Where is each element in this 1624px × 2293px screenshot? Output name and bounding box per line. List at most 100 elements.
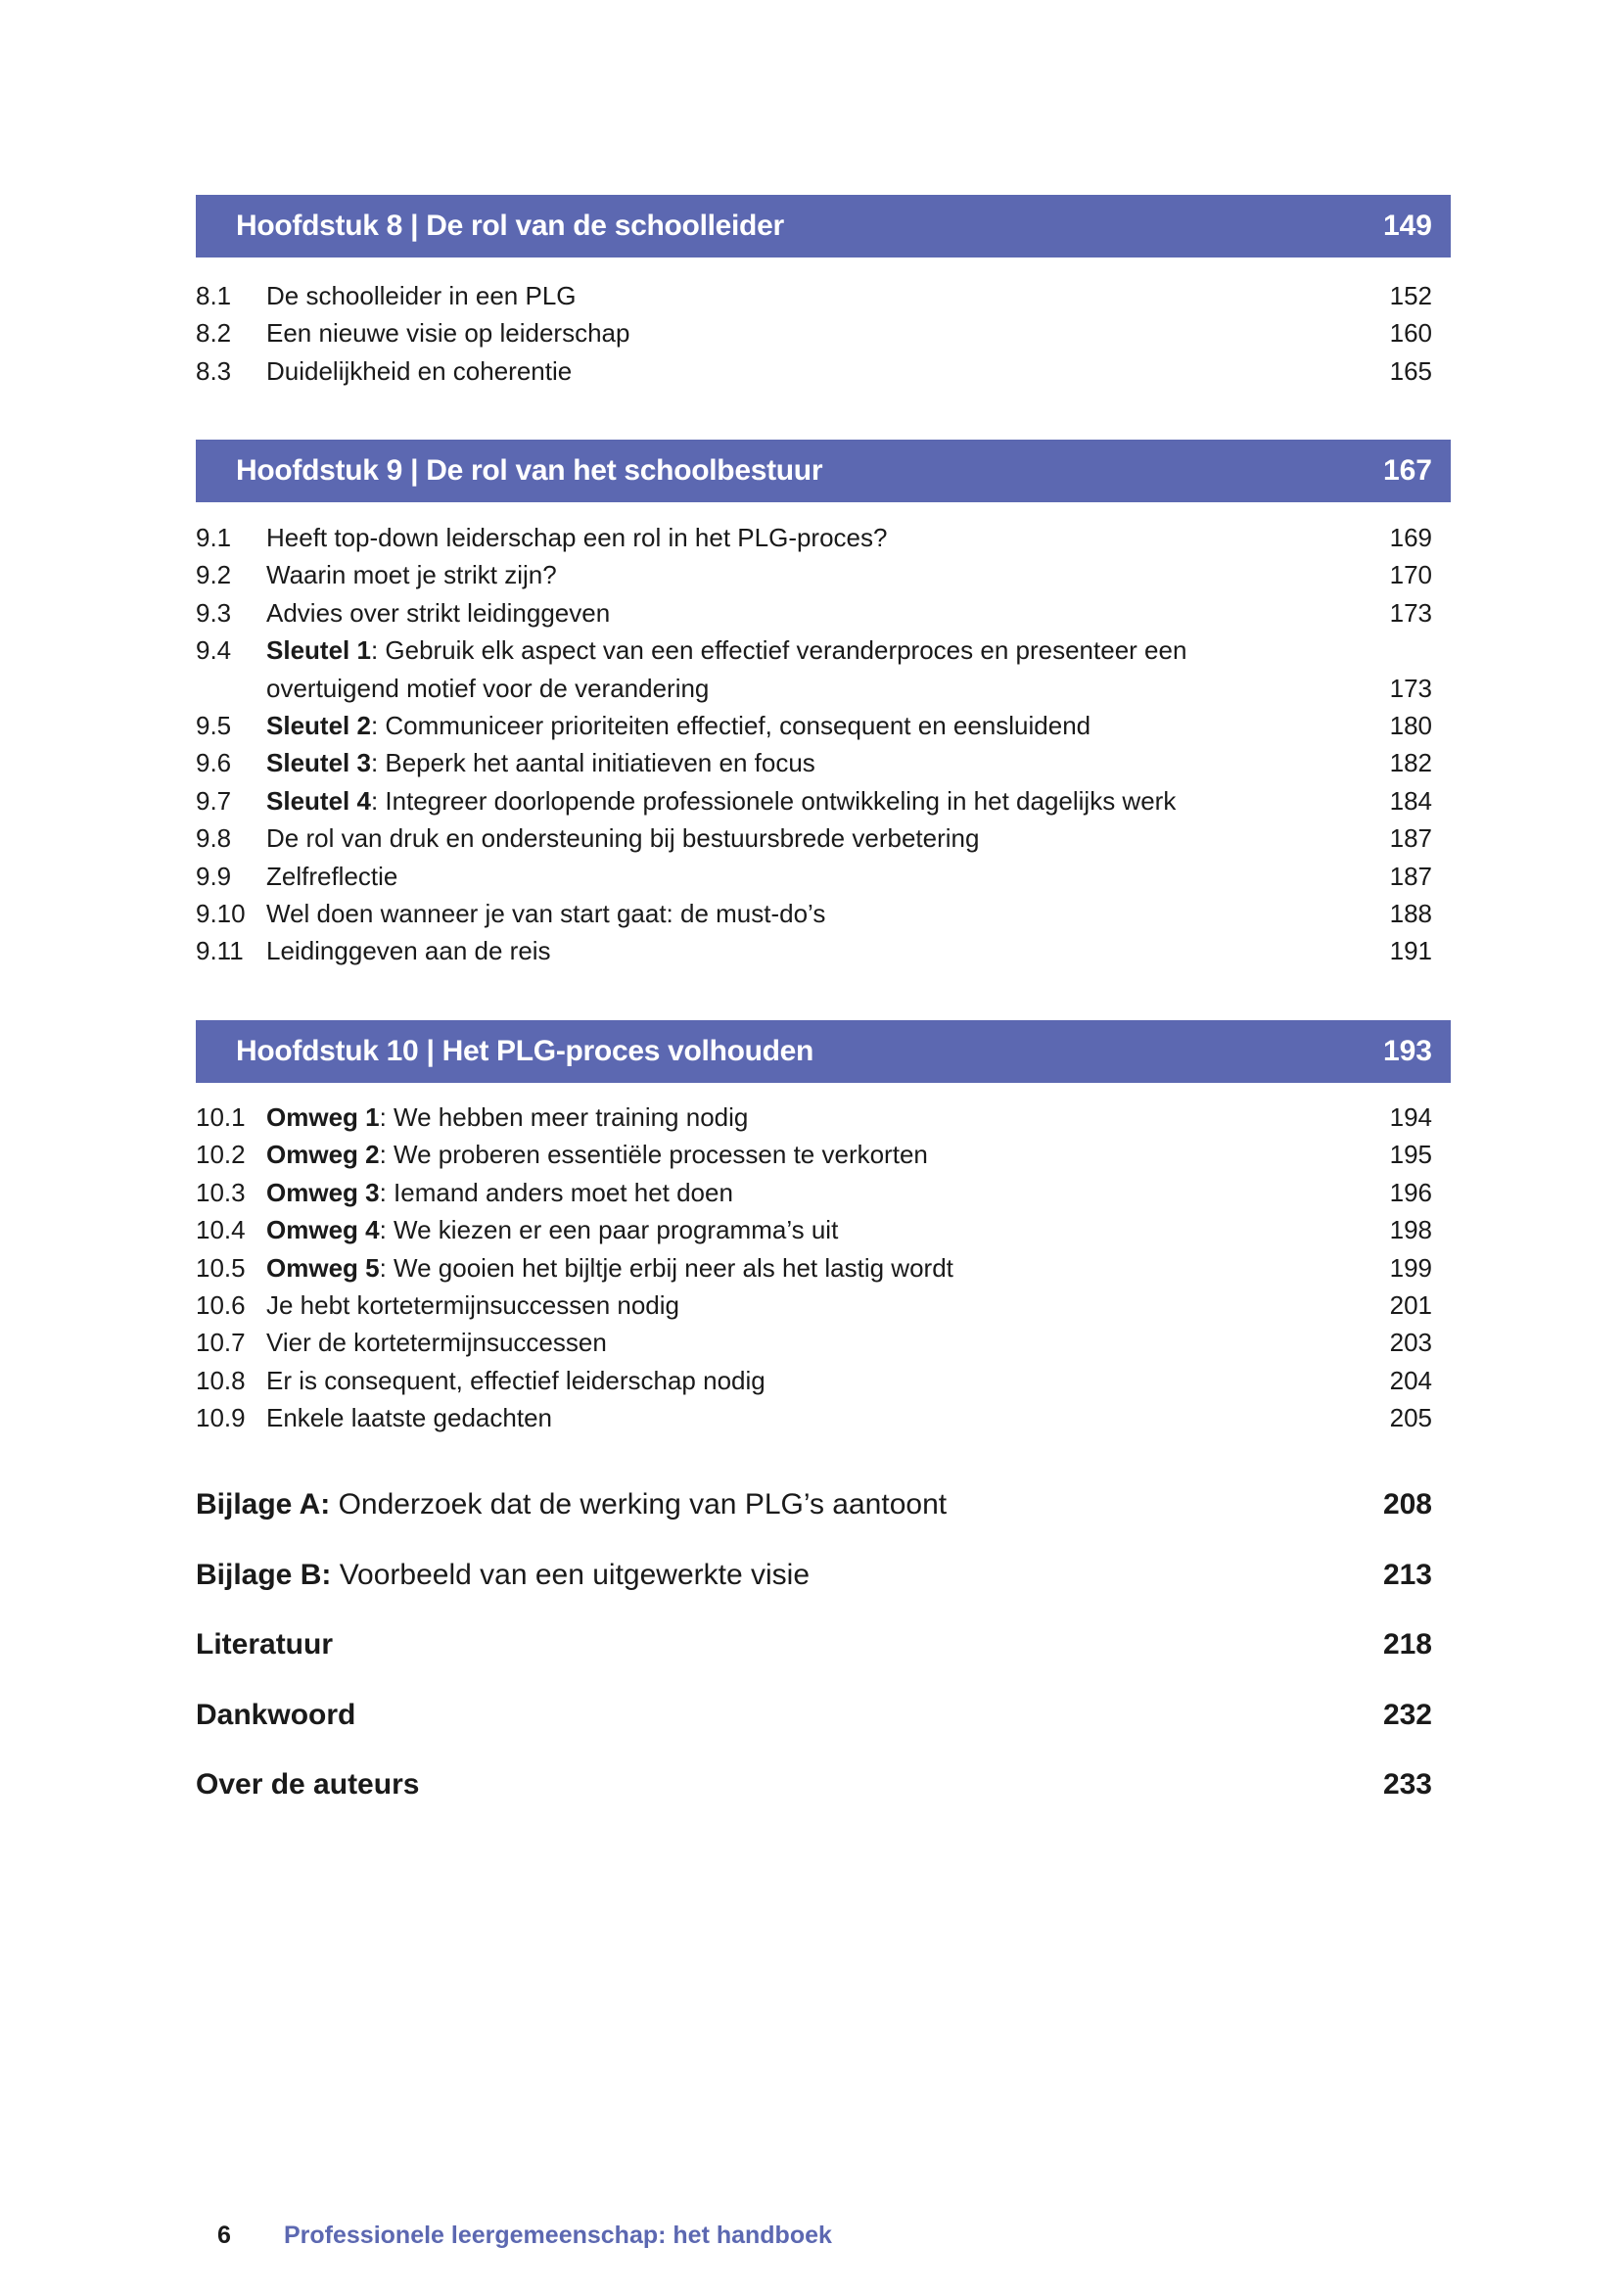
entry-text: Omweg 1: We hebben meer training nodig bbox=[266, 1099, 748, 1136]
entry-title: Er is consequent, effectief leiderschap … bbox=[266, 1365, 766, 1395]
entry-number: 9.2 bbox=[196, 560, 232, 590]
toc-entry: 10.5 Omweg 5: We gooien het bijltje erbij… bbox=[196, 1249, 1432, 1287]
appendix-page: 232 bbox=[1382, 1698, 1432, 1731]
entry-title: : Beperk het aantal initiatieven en focu… bbox=[370, 748, 815, 778]
toc-entry: 8.2 Een nieuwe visie op leiderschap 160 bbox=[196, 314, 1432, 351]
entry-title: Waarin moet je strikt zijn? bbox=[266, 560, 557, 590]
chapter-entries: 10.1 Omweg 1: We hebben meer training nod… bbox=[196, 1099, 1432, 1437]
appendix-label: Dankwoord bbox=[196, 1698, 356, 1731]
entry-title: Advies over strikt leidinggeven bbox=[266, 597, 611, 628]
toc-entry: 10.2 Omweg 2: We proberen essentiële proc… bbox=[196, 1136, 1432, 1173]
toc-entry: 10.1 Omweg 1: We hebben meer training nod… bbox=[196, 1099, 1432, 1136]
entry-number: 8.3 bbox=[196, 355, 232, 386]
entry-page: 187 bbox=[1389, 823, 1432, 854]
entry-page: 205 bbox=[1389, 1403, 1432, 1433]
entry-text: De schoolleider in een PLG bbox=[266, 277, 577, 314]
entry-number: 8.1 bbox=[196, 281, 232, 310]
footer-page-number: 6 bbox=[217, 2222, 231, 2249]
entry-title: Vier de kortetermijnsuccessen bbox=[266, 1328, 607, 1358]
appendix-page: 208 bbox=[1382, 1488, 1432, 1521]
toc-entry: 10.3 Omweg 3: Iemand anders moet het doen… bbox=[196, 1174, 1432, 1211]
entry-page: 170 bbox=[1389, 560, 1432, 590]
entry-text: De rol van druk en ondersteuning bij bes… bbox=[266, 819, 979, 857]
entry-keyword: Omweg 1 bbox=[266, 1102, 380, 1132]
entry-number: 10.8 bbox=[196, 1365, 246, 1395]
entry-page: 204 bbox=[1389, 1365, 1432, 1395]
entry-text: Heeft top-down leiderschap een rol in he… bbox=[266, 519, 887, 556]
toc-entry: 8.1 De schoolleider in een PLG 152 bbox=[196, 277, 1432, 314]
entry-page: 165 bbox=[1389, 355, 1432, 386]
entry-title: De rol van druk en ondersteuning bij bes… bbox=[266, 823, 980, 854]
chapter-page: 167 bbox=[1382, 454, 1432, 487]
entry-text: Omweg 2: We proberen essentiële processe… bbox=[266, 1136, 928, 1173]
entry-text: Duidelijkheid en coherentie bbox=[266, 352, 572, 390]
entry-title: De schoolleider in een PLG bbox=[266, 281, 577, 310]
toc-entry: 10.4 Omweg 4: We kiezen er een paar progr… bbox=[196, 1211, 1432, 1248]
entry-number: 9.11 bbox=[196, 936, 244, 966]
entry-number: 10.5 bbox=[196, 1252, 246, 1283]
appendix-page: 233 bbox=[1382, 1768, 1432, 1801]
appendix-label: Bijlage B: bbox=[196, 1558, 332, 1591]
chapter-title: Hoofdstuk 10 | Het PLG-proces volhouden bbox=[236, 1035, 814, 1067]
entry-keyword: Omweg 5 bbox=[266, 1252, 380, 1283]
toc-entry: 9.10 Wel doen wanneer je van start gaat: … bbox=[196, 895, 1432, 932]
entry-title: : We proberen essentiële processen te ve… bbox=[379, 1140, 928, 1170]
toc-entry: 10.9 Enkele laatste gedachten 205 bbox=[196, 1399, 1432, 1436]
appendix-label: Bijlage A: bbox=[196, 1488, 331, 1521]
chapter-title: Hoofdstuk 9 | De rol van het schoolbestu… bbox=[236, 454, 823, 487]
appendix-entry: Bijlage A: Onderzoek dat de werking van … bbox=[196, 1485, 1432, 1524]
entry-text: Sleutel 3: Beperk het aantal initiatieve… bbox=[266, 744, 815, 781]
entry-keyword: Omweg 3 bbox=[266, 1177, 380, 1207]
chapter-entries: 9.1 Heeft top-down leiderschap een rol in… bbox=[196, 519, 1432, 970]
entry-keyword: Sleutel 2 bbox=[266, 710, 371, 740]
entry-keyword: Sleutel 1 bbox=[266, 635, 371, 666]
entry-number: 9.1 bbox=[196, 523, 232, 552]
chapter-banner: Hoofdstuk 9 | De rol van het schoolbestu… bbox=[196, 440, 1451, 502]
entry-page: 152 bbox=[1389, 281, 1432, 310]
toc-entry: 9.4 Sleutel 1: Gebruik elk aspect van een… bbox=[196, 632, 1432, 669]
toc-entry: 9.1 Heeft top-down leiderschap een rol in… bbox=[196, 519, 1432, 556]
appendix-entry: Over de auteurs 233 bbox=[196, 1765, 1432, 1804]
entry-page: 201 bbox=[1389, 1289, 1432, 1320]
entry-page: 199 bbox=[1389, 1252, 1432, 1283]
toc-entry: 10.8 Er is consequent, effectief leidersc… bbox=[196, 1362, 1432, 1399]
entry-text: Sleutel 4: Integreer doorlopende profess… bbox=[266, 782, 1176, 819]
toc-entry: 9.11 Leidinggeven aan de reis 191 bbox=[196, 932, 1432, 969]
entry-text: Omweg 3: Iemand anders moet het doen bbox=[266, 1174, 733, 1211]
entry-title: Enkele laatste gedachten bbox=[266, 1403, 552, 1433]
entry-keyword: Sleutel 3 bbox=[266, 748, 371, 778]
toc-entry: 10.7 Vier de kortetermijnsuccessen 203 bbox=[196, 1324, 1432, 1361]
toc-entry: 9.2 Waarin moet je strikt zijn? 170 bbox=[196, 556, 1432, 593]
entry-number: 10.3 bbox=[196, 1177, 246, 1207]
entry-text: Vier de kortetermijnsuccessen bbox=[266, 1324, 607, 1361]
entry-text: Waarin moet je strikt zijn? bbox=[266, 556, 557, 593]
entry-text: Omweg 4: We kiezen er een paar programma… bbox=[266, 1211, 838, 1248]
entry-page: 187 bbox=[1389, 861, 1432, 891]
entry-title: : Iemand anders moet het doen bbox=[379, 1177, 733, 1207]
footer-book-title: Professionele leergemeenschap: het handb… bbox=[284, 2222, 832, 2249]
entry-keyword: Omweg 2 bbox=[266, 1140, 380, 1170]
entry-title: : Integreer doorlopende professionele on… bbox=[370, 785, 1177, 816]
entry-number: 10.4 bbox=[196, 1215, 246, 1245]
entry-text: Enkele laatste gedachten bbox=[266, 1399, 552, 1436]
entry-title: : Communiceer prioriteiten effectief, co… bbox=[370, 710, 1091, 740]
entry-page: 184 bbox=[1389, 785, 1432, 816]
entry-title: Een nieuwe visie op leiderschap bbox=[266, 318, 630, 349]
toc-entry: 9.5 Sleutel 2: Communiceer prioriteiten e… bbox=[196, 707, 1432, 744]
entry-text: Je hebt kortetermijnsuccessen nodig bbox=[266, 1287, 679, 1324]
entry-keyword: Omweg 4 bbox=[266, 1215, 380, 1245]
entry-number: 9.6 bbox=[196, 748, 232, 778]
toc-entry: 10.6 Je hebt kortetermijnsuccessen nodig 2… bbox=[196, 1287, 1432, 1324]
chapter-banner: Hoofdstuk 8 | De rol van de schoolleider… bbox=[196, 195, 1451, 257]
entry-title: Duidelijkheid en coherentie bbox=[266, 355, 573, 386]
appendix-entry: Bijlage B: Voorbeeld van een uitgewerkte… bbox=[196, 1556, 1432, 1595]
entry-title: Wel doen wanneer je van start gaat: de m… bbox=[266, 898, 826, 928]
entry-page: 203 bbox=[1389, 1328, 1432, 1358]
entry-text: Leidinggeven aan de reis bbox=[266, 932, 551, 969]
entry-title: : We kiezen er een paar programma’s uit bbox=[379, 1215, 839, 1245]
entry-keyword: Sleutel 4 bbox=[266, 785, 371, 816]
entry-text: Een nieuwe visie op leiderschap bbox=[266, 314, 629, 351]
entry-number: 9.3 bbox=[196, 597, 232, 628]
entry-number: 9.10 bbox=[196, 898, 246, 928]
toc-entry-continued: overtuigend motief voor de verandering 17… bbox=[196, 670, 1432, 707]
